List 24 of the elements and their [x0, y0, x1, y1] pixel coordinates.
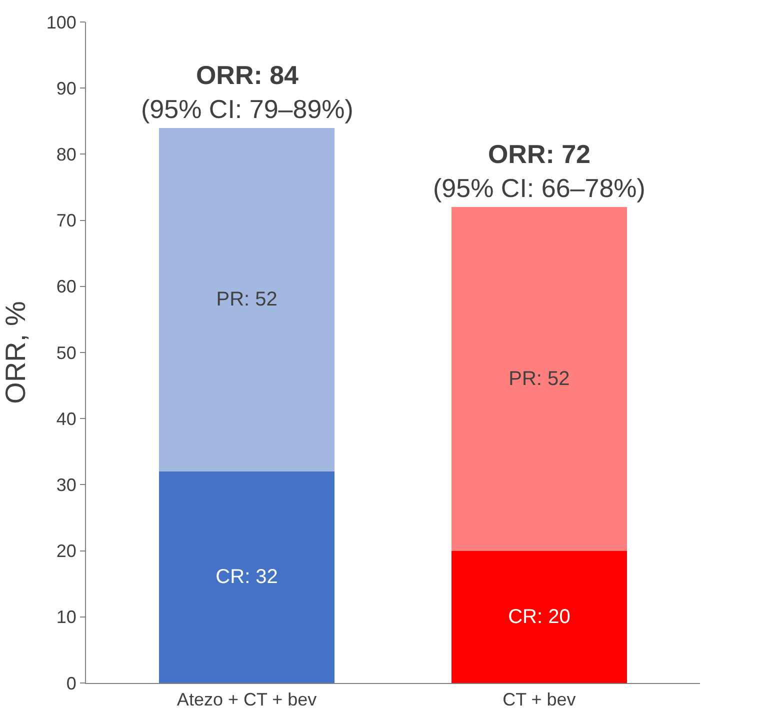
y-tick-label: 90	[56, 78, 76, 98]
bar	[159, 128, 335, 472]
y-tick-label: 0	[66, 673, 76, 694]
y-tick-label: 20	[56, 541, 76, 562]
y-tick-label: 40	[56, 408, 76, 429]
y-tick-label: 50	[56, 342, 76, 363]
x-tick-label: Atezo + CT + bev	[176, 690, 317, 710]
data-label: CR: 32	[216, 566, 278, 588]
data-label: PR: 52	[216, 288, 278, 311]
bar	[451, 550, 627, 683]
x-tick-label: CT + bev	[502, 690, 576, 710]
y-tick-label: 80	[56, 144, 76, 164]
y-tick-label: 70	[56, 210, 76, 231]
data-label: PR: 52	[508, 368, 570, 390]
total-label: ORR: 72 (95% CI: 66–78%)	[433, 139, 646, 203]
y-tick-label: 10	[56, 607, 76, 628]
bar	[159, 471, 335, 683]
y-tick-label: 30	[56, 475, 76, 495]
y-tick-label: 60	[56, 276, 76, 297]
y-axis-title: ORR, %	[0, 301, 31, 404]
y-tick-label: 100	[46, 12, 76, 32]
bar	[451, 207, 627, 551]
total-label: ORR: 84 (95% CI: 79–89%)	[141, 60, 354, 124]
data-label: CR: 20	[508, 606, 570, 628]
